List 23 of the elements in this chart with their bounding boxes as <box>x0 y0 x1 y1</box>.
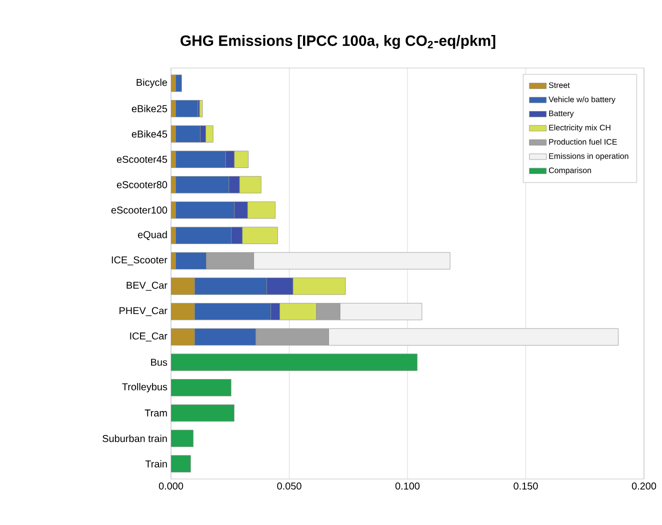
y-tick-label: ICE_Car <box>130 332 168 342</box>
y-tick-label: PHEV_Car <box>120 307 168 316</box>
x-tick-label: 0.100 <box>395 482 420 490</box>
y-tick-label: Bicycle <box>136 78 168 88</box>
y-tick-label: ICE_Scooter <box>112 256 168 266</box>
y-tick-label: Suburban train <box>102 434 167 442</box>
y-tick-label: eScooter45 <box>116 156 168 163</box>
y-tick-label: Trolleybus <box>122 383 168 392</box>
y-tick-label: BEV_Car <box>126 282 168 291</box>
chart-title: GHG Emissions [IPCC 100a, kg CO$_{2}$-eq/pkm] <box>180 34 496 49</box>
x-tick-label: 0.200 <box>632 482 656 490</box>
y-tick-label: eBike25 <box>132 104 168 112</box>
x-tick-label: 0.050 <box>277 482 302 490</box>
x-tick-label: 0.150 <box>514 482 538 490</box>
y-tick-label: Train <box>145 460 167 468</box>
y-tick-label: Tram <box>144 410 167 417</box>
bar <box>199 100 203 118</box>
y-tick-label: eScooter100 <box>111 206 168 214</box>
y-tick-label: Bus <box>151 358 168 366</box>
y-tick-label: eScooter80 <box>116 181 168 188</box>
y-tick-label: eBike45 <box>132 130 168 138</box>
y-tick-label: eQuad <box>138 230 167 240</box>
x-tick-label: 0.000 <box>158 482 184 490</box>
